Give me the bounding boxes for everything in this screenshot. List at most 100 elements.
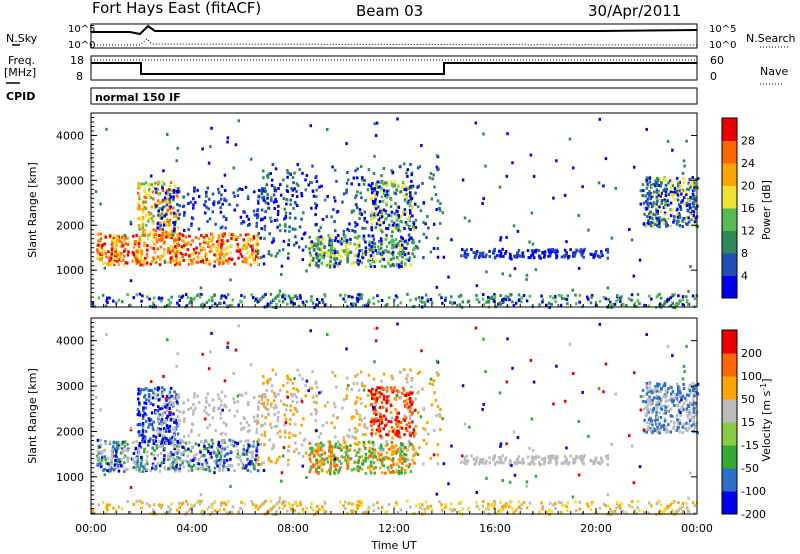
range-cell: [142, 406, 145, 410]
range-cell: [330, 448, 334, 452]
range-cell: [357, 450, 361, 454]
range-cell: [367, 466, 370, 470]
range-cell: [638, 302, 641, 306]
range-cell: [158, 422, 161, 426]
range-cell: [428, 176, 432, 180]
range-cell: [397, 469, 401, 473]
range-cell: [693, 426, 697, 430]
range-cell: [221, 232, 224, 236]
range-cell: [374, 134, 378, 138]
range-cell: [663, 424, 667, 428]
range-cell: [236, 203, 239, 207]
range-cell: [152, 301, 155, 305]
range-cell: [667, 398, 671, 402]
range-cell: [246, 223, 250, 227]
range-cell: [121, 440, 125, 444]
range-cell: [401, 443, 404, 447]
range-cell: [264, 189, 267, 193]
range-cell: [197, 462, 201, 466]
range-cell: [203, 203, 206, 207]
range-cell: [219, 197, 223, 201]
range-cell: [155, 191, 158, 195]
range-cell: [229, 278, 232, 282]
range-cell: [368, 454, 371, 458]
range-cell: [475, 456, 479, 460]
range-cell: [353, 442, 357, 446]
range-cell: [676, 198, 680, 202]
range-cell: [411, 194, 415, 198]
range-cell: [314, 263, 318, 267]
range-cell: [129, 303, 132, 307]
range-cell: [394, 418, 398, 422]
range-cell: [390, 425, 394, 429]
range-cell: [124, 236, 127, 240]
range-cell: [340, 462, 343, 466]
range-cell: [504, 251, 507, 255]
range-cell: [219, 460, 222, 464]
range-cell: [680, 406, 683, 410]
range-cell: [189, 252, 193, 256]
range-cell: [246, 446, 250, 450]
range-cell: [233, 400, 236, 404]
range-cell: [302, 211, 305, 215]
range-cell: [374, 197, 377, 201]
range-cell: [213, 451, 216, 455]
range-cell: [473, 255, 477, 259]
range-cell: [257, 463, 260, 467]
range-cell: [242, 444, 246, 448]
range-cell: [380, 174, 383, 178]
range-cell: [408, 256, 412, 260]
range-cell: [184, 235, 188, 239]
range-cell: [652, 396, 656, 400]
range-cell: [406, 373, 409, 377]
range-cell: [565, 298, 569, 302]
range-cell: [154, 187, 157, 191]
range-cell: [379, 237, 383, 241]
range-cell: [410, 377, 414, 381]
range-cell: [414, 191, 417, 195]
range-cell: [402, 367, 406, 371]
range-cell: [385, 409, 388, 413]
range-cell: [374, 466, 378, 470]
range-cell: [356, 190, 359, 194]
range-cell: [376, 391, 379, 395]
range-cell: [401, 457, 405, 461]
range-cell: [460, 254, 463, 258]
range-cell: [371, 417, 374, 421]
range-cell: [403, 399, 406, 403]
range-cell: [217, 445, 220, 449]
range-cell: [224, 432, 227, 436]
range-cell: [351, 229, 354, 233]
range-cell: [350, 262, 354, 266]
range-cell: [319, 226, 323, 230]
range-cell: [563, 455, 567, 459]
range-cell: [355, 296, 359, 300]
range-cell: [670, 186, 673, 190]
range-cell: [163, 247, 166, 251]
range-cell: [372, 509, 376, 513]
range-cell: [282, 402, 286, 406]
range-cell: [116, 440, 119, 444]
range-cell: [643, 212, 646, 216]
range-cell: [190, 430, 193, 434]
range-cell: [242, 241, 245, 245]
range-cell: [291, 194, 294, 198]
range-cell: [132, 457, 135, 461]
range-cell: [340, 455, 344, 459]
range-cell: [488, 461, 492, 465]
range-cell: [411, 431, 415, 435]
range-cell: [678, 395, 682, 399]
range-cell: [328, 241, 331, 245]
range-cell: [195, 467, 198, 471]
range-cell: [393, 427, 396, 431]
range-cell: [327, 248, 331, 252]
range-cell: [176, 233, 179, 237]
range-cell: [144, 207, 148, 211]
range-cell: [460, 247, 464, 251]
range-cell: [397, 420, 400, 424]
range-cell: [183, 228, 186, 232]
range-cell: [205, 461, 209, 465]
range-cell: [676, 418, 679, 422]
range-cell: [166, 208, 170, 212]
range-cell: [663, 177, 667, 181]
